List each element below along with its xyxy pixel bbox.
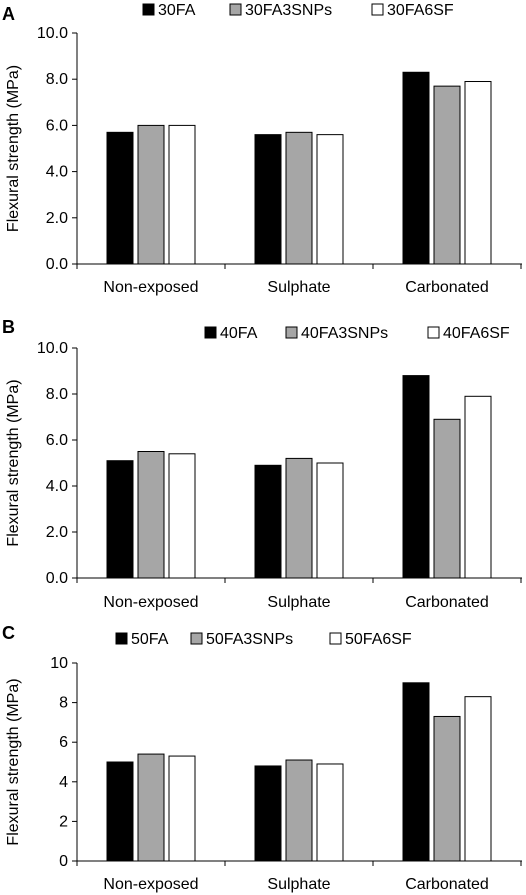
bar-50fa-carbonated [402, 682, 430, 862]
x-tick-label: Carbonated [405, 876, 489, 893]
bar-40fa3snps-non-exposed [137, 451, 165, 579]
legend-label: 30FA [158, 2, 196, 19]
y-tick-label: 2.0 [46, 524, 68, 541]
y-tick-label: 8 [59, 695, 68, 712]
y-tick-label: 8.0 [46, 386, 68, 403]
bar-50fa6sf-sulphate [316, 763, 344, 862]
y-tick-label: 6 [59, 734, 68, 751]
bar-30fa6sf-carbonated [464, 81, 492, 265]
y-tick-label: 4.0 [46, 164, 68, 181]
legend-label: 50FA3SNPs [206, 631, 293, 648]
bar-30fa3snps-sulphate [285, 131, 313, 265]
bar-30fa-sulphate [254, 134, 282, 265]
y-tick-label: 2 [59, 813, 68, 830]
y-axis-label: Flexural strength (MPa) [5, 678, 22, 845]
y-tick-label: 8.0 [46, 71, 68, 88]
legend-label: 50FA6SF [345, 631, 412, 648]
y-tick-label: 10.0 [37, 340, 68, 357]
panel-label-c: C [2, 623, 15, 643]
bar-50fa-non-exposed [106, 761, 134, 862]
bar-30fa-carbonated [402, 71, 430, 265]
bar-50fa-sulphate [254, 765, 282, 862]
x-tick-label: Carbonated [405, 279, 489, 296]
legend-label: 30FA6SF [387, 2, 454, 19]
y-axis-label: Flexural strength (MPa) [5, 65, 22, 232]
y-tick-label: 6.0 [46, 117, 68, 134]
y-tick-label: 10 [50, 655, 68, 672]
bar-40fa6sf-non-exposed [168, 453, 196, 579]
panel-label-b: B [2, 317, 15, 337]
legend-swatch-50fa6sf [329, 632, 342, 645]
legend-swatch-50fa3snps [190, 632, 203, 645]
x-tick-label: Non-exposed [103, 876, 198, 893]
y-tick-label: 2.0 [46, 210, 68, 227]
legend-swatch-40fa [204, 326, 217, 339]
bar-50fa3snps-carbonated [433, 715, 461, 862]
y-tick-label: 10.0 [37, 25, 68, 42]
bar-30fa6sf-non-exposed [168, 124, 196, 265]
legend-label: 50FA [131, 631, 169, 648]
bar-50fa6sf-non-exposed [168, 755, 196, 862]
x-tick-label: Non-exposed [103, 594, 198, 611]
bar-40fa3snps-carbonated [433, 418, 461, 579]
x-tick-label: Sulphate [267, 876, 330, 893]
panel-label-a: A [2, 4, 15, 24]
bar-50fa3snps-non-exposed [137, 753, 165, 862]
bar-50fa6sf-carbonated [464, 696, 492, 862]
bar-30fa6sf-sulphate [316, 134, 344, 265]
bar-40fa6sf-carbonated [464, 395, 492, 579]
y-tick-label: 4 [59, 774, 68, 791]
bar-40fa-sulphate [254, 464, 282, 579]
legend-swatch-30fa6sf [371, 3, 384, 16]
bar-40fa6sf-sulphate [316, 462, 344, 579]
legend-swatch-50fa [115, 632, 128, 645]
bar-40fa3snps-sulphate [285, 457, 313, 579]
bar-30fa3snps-carbonated [433, 85, 461, 265]
y-tick-label: 6.0 [46, 432, 68, 449]
y-tick-label: 0.0 [46, 570, 68, 587]
legend-label: 40FA3SNPs [301, 325, 388, 342]
y-tick-label: 0.0 [46, 256, 68, 273]
bar-30fa3snps-non-exposed [137, 124, 165, 265]
x-tick-label: Sulphate [267, 279, 330, 296]
bar-40fa-carbonated [402, 375, 430, 579]
legend-label: 40FA [220, 325, 258, 342]
y-tick-label: 0 [59, 853, 68, 870]
y-axis-label: Flexural strength (MPa) [5, 379, 22, 546]
x-tick-label: Sulphate [267, 594, 330, 611]
y-tick-label: 4.0 [46, 478, 68, 495]
bar-30fa-non-exposed [106, 131, 134, 265]
legend-swatch-40fa6sf [427, 326, 440, 339]
bar-40fa-non-exposed [106, 460, 134, 579]
x-tick-label: Carbonated [405, 594, 489, 611]
legend-label: 30FA3SNPs [245, 2, 332, 19]
legend-swatch-40fa3snps [285, 326, 298, 339]
legend-swatch-30fa3snps [229, 3, 242, 16]
legend-label: 40FA6SF [443, 325, 510, 342]
legend-swatch-30fa [142, 3, 155, 16]
x-tick-label: Non-exposed [103, 279, 198, 296]
bar-50fa3snps-sulphate [285, 759, 313, 862]
